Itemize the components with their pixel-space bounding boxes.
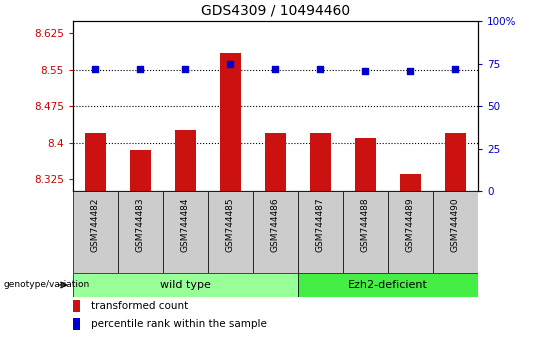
Text: percentile rank within the sample: percentile rank within the sample (91, 319, 267, 329)
Title: GDS4309 / 10494460: GDS4309 / 10494460 (201, 3, 350, 17)
Text: GSM744483: GSM744483 (136, 198, 145, 252)
Bar (85, 133, 105, 191)
Text: GSM744487: GSM744487 (316, 198, 325, 252)
Bar (176, 131, 195, 191)
Point (136, 66, 145, 72)
Text: GSM744484: GSM744484 (181, 198, 190, 252)
Bar (298, 273, 478, 297)
Point (406, 68, 415, 73)
Point (316, 66, 325, 72)
Text: wild type: wild type (160, 280, 211, 290)
Point (271, 66, 280, 72)
Text: GSM744489: GSM744489 (406, 198, 415, 252)
Point (181, 66, 190, 72)
Bar (208, 191, 253, 273)
Point (361, 68, 370, 73)
Bar (73, 300, 80, 312)
Bar (355, 138, 375, 191)
Bar (130, 150, 151, 191)
Bar (433, 191, 478, 273)
Text: Ezh2-deficient: Ezh2-deficient (348, 280, 428, 290)
Bar (163, 191, 208, 273)
Text: GSM744486: GSM744486 (271, 198, 280, 252)
Bar (73, 318, 80, 330)
Bar (220, 53, 240, 191)
Bar (73, 273, 298, 297)
Bar (118, 191, 163, 273)
Bar (400, 174, 421, 191)
Bar (73, 191, 118, 273)
Bar (265, 133, 286, 191)
Text: GSM744485: GSM744485 (226, 198, 235, 252)
Point (451, 66, 460, 72)
Text: transformed count: transformed count (91, 301, 188, 311)
Bar (253, 191, 298, 273)
Bar (388, 191, 433, 273)
Text: GSM744488: GSM744488 (361, 198, 370, 252)
Bar (298, 191, 343, 273)
Point (226, 61, 235, 67)
Text: genotype/variation: genotype/variation (4, 280, 90, 290)
Text: GSM744482: GSM744482 (91, 198, 100, 252)
Point (91, 66, 100, 72)
Bar (446, 133, 465, 191)
Text: GSM744490: GSM744490 (451, 198, 460, 252)
Bar (343, 191, 388, 273)
Bar (310, 133, 330, 191)
